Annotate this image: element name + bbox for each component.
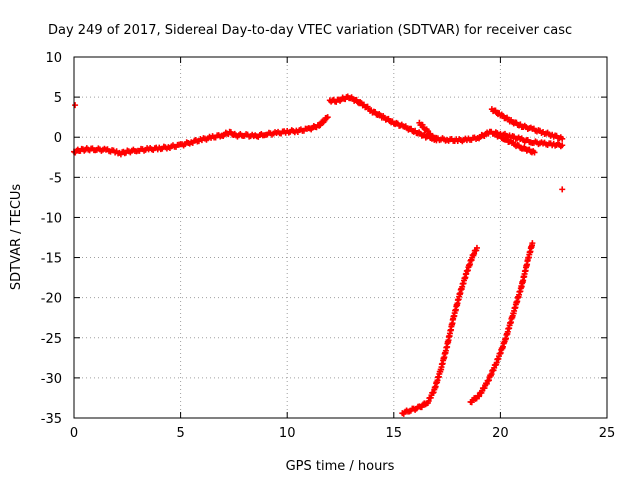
y-tick-label: -25	[41, 332, 62, 347]
data-point	[559, 186, 566, 193]
x-tick-label: 10	[279, 426, 296, 441]
data-point	[433, 137, 440, 144]
y-tick-label: -20	[41, 292, 62, 307]
x-tick-label: 25	[599, 426, 616, 441]
x-tick-label: 15	[386, 426, 403, 441]
plot-frame	[73, 56, 608, 419]
y-axis-label: SDTVAR / TECUs	[9, 184, 24, 291]
y-tick-label: -5	[49, 171, 62, 186]
data-point	[559, 135, 566, 142]
chart-title: Day 249 of 2017, Sidereal Day-to-day VTE…	[48, 23, 572, 38]
data-points	[71, 93, 566, 417]
y-tick-label: -15	[41, 252, 62, 267]
data-point	[473, 244, 480, 251]
y-tick-label: 10	[45, 51, 62, 66]
y-tick-label: -10	[41, 211, 62, 226]
y-tick-label: 5	[54, 91, 62, 106]
y-tick-label: 0	[54, 131, 62, 146]
y-tick-label: -35	[41, 412, 62, 427]
grid-lines	[74, 57, 607, 418]
axes: 0 5 10 15 20 25 10 5 0 -5 -10 -15 -20 -25 -30 -35	[41, 51, 616, 441]
data-point	[72, 102, 79, 109]
x-tick-label: 5	[176, 426, 184, 441]
data-point	[531, 149, 538, 156]
y-tick-label: -30	[41, 372, 62, 387]
x-tick-label: 0	[70, 426, 78, 441]
data-point	[324, 114, 331, 121]
x-axis-label: GPS time / hours	[286, 459, 395, 474]
data-point	[559, 142, 566, 149]
x-tick-label: 20	[492, 426, 509, 441]
data-point	[529, 240, 536, 247]
